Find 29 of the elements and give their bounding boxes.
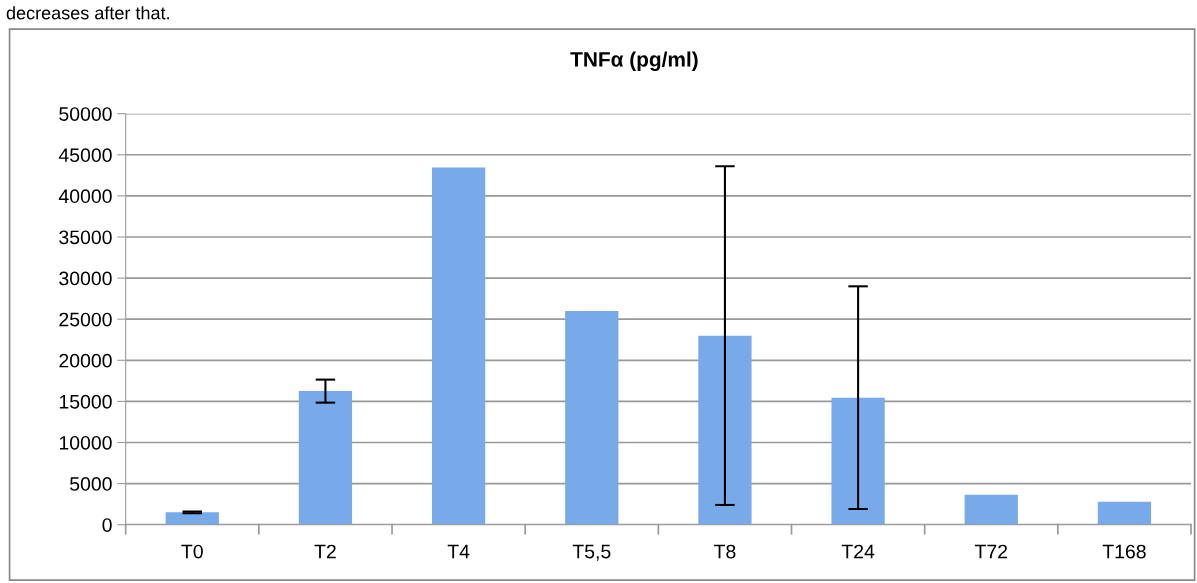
bar bbox=[698, 335, 752, 525]
y-tick-label: 45000 bbox=[58, 148, 112, 163]
y-tick-label: 35000 bbox=[59, 230, 112, 245]
x-tick-label: T24 bbox=[841, 544, 875, 559]
y-tick-label: 15000 bbox=[59, 394, 112, 409]
x-tick-label: T0 bbox=[181, 544, 203, 559]
chart-title: TNFα (pg/ml) bbox=[570, 51, 698, 71]
text: decreases after that. bbox=[6, 6, 169, 20]
y-tick-label: 25000 bbox=[59, 312, 112, 327]
y-tick-label: 20000 bbox=[59, 353, 112, 368]
bar bbox=[165, 512, 219, 525]
bar bbox=[964, 494, 1018, 525]
bar bbox=[298, 391, 353, 525]
x-tick-label: T5,5 bbox=[572, 544, 611, 561]
x-tick-label: T168 bbox=[1102, 544, 1146, 559]
y-tick-label: 40000 bbox=[58, 189, 112, 204]
x-tick-label: T4 bbox=[447, 544, 470, 559]
bar bbox=[1097, 501, 1152, 525]
y-tick-label: 5000 bbox=[70, 477, 112, 491]
x-tick-label: T72 bbox=[974, 544, 1008, 559]
x-tick-label: T2 bbox=[314, 544, 336, 559]
x-tick-label: T8 bbox=[714, 544, 736, 559]
y-tick-label: 50000 bbox=[59, 107, 112, 121]
y-tick-label: 10000 bbox=[59, 435, 112, 450]
bar bbox=[831, 397, 885, 525]
y-tick-label: 30000 bbox=[59, 271, 112, 286]
bar bbox=[565, 310, 619, 525]
y-tick-label: 0 bbox=[102, 518, 112, 532]
bar bbox=[431, 167, 486, 525]
